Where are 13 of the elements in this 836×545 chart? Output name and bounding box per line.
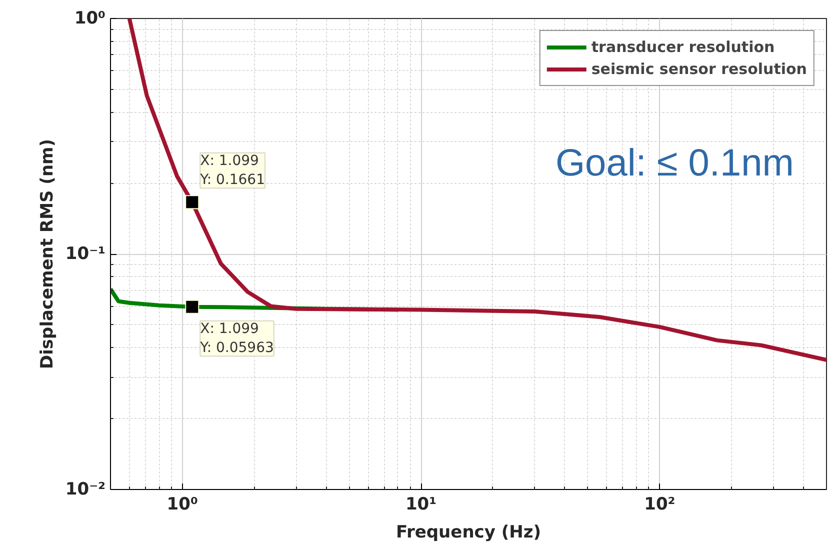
annotation: X: 1.099 Y: 0.1661	[199, 152, 265, 188]
x-tick-label: 10⁰	[166, 494, 198, 514]
legend-label: seismic sensor resolution	[591, 60, 807, 78]
y-tick-label: 10⁻¹	[65, 244, 106, 264]
y-tick-label: 10⁰	[74, 8, 106, 28]
x-tick-label: 10¹	[405, 494, 437, 514]
annotation: Goal: ≤ 0.1nm	[556, 142, 794, 184]
x-axis-title: Frequency (Hz)	[396, 522, 542, 542]
annotation: X: 1.099 Y: 0.05963	[199, 320, 274, 356]
y-axis-title: Displacement RMS (nm)	[37, 138, 58, 370]
legend-label: transducer resolution	[591, 38, 775, 56]
y-tick-label: 10⁻²	[65, 480, 106, 500]
x-tick-label: 10²	[644, 494, 676, 514]
